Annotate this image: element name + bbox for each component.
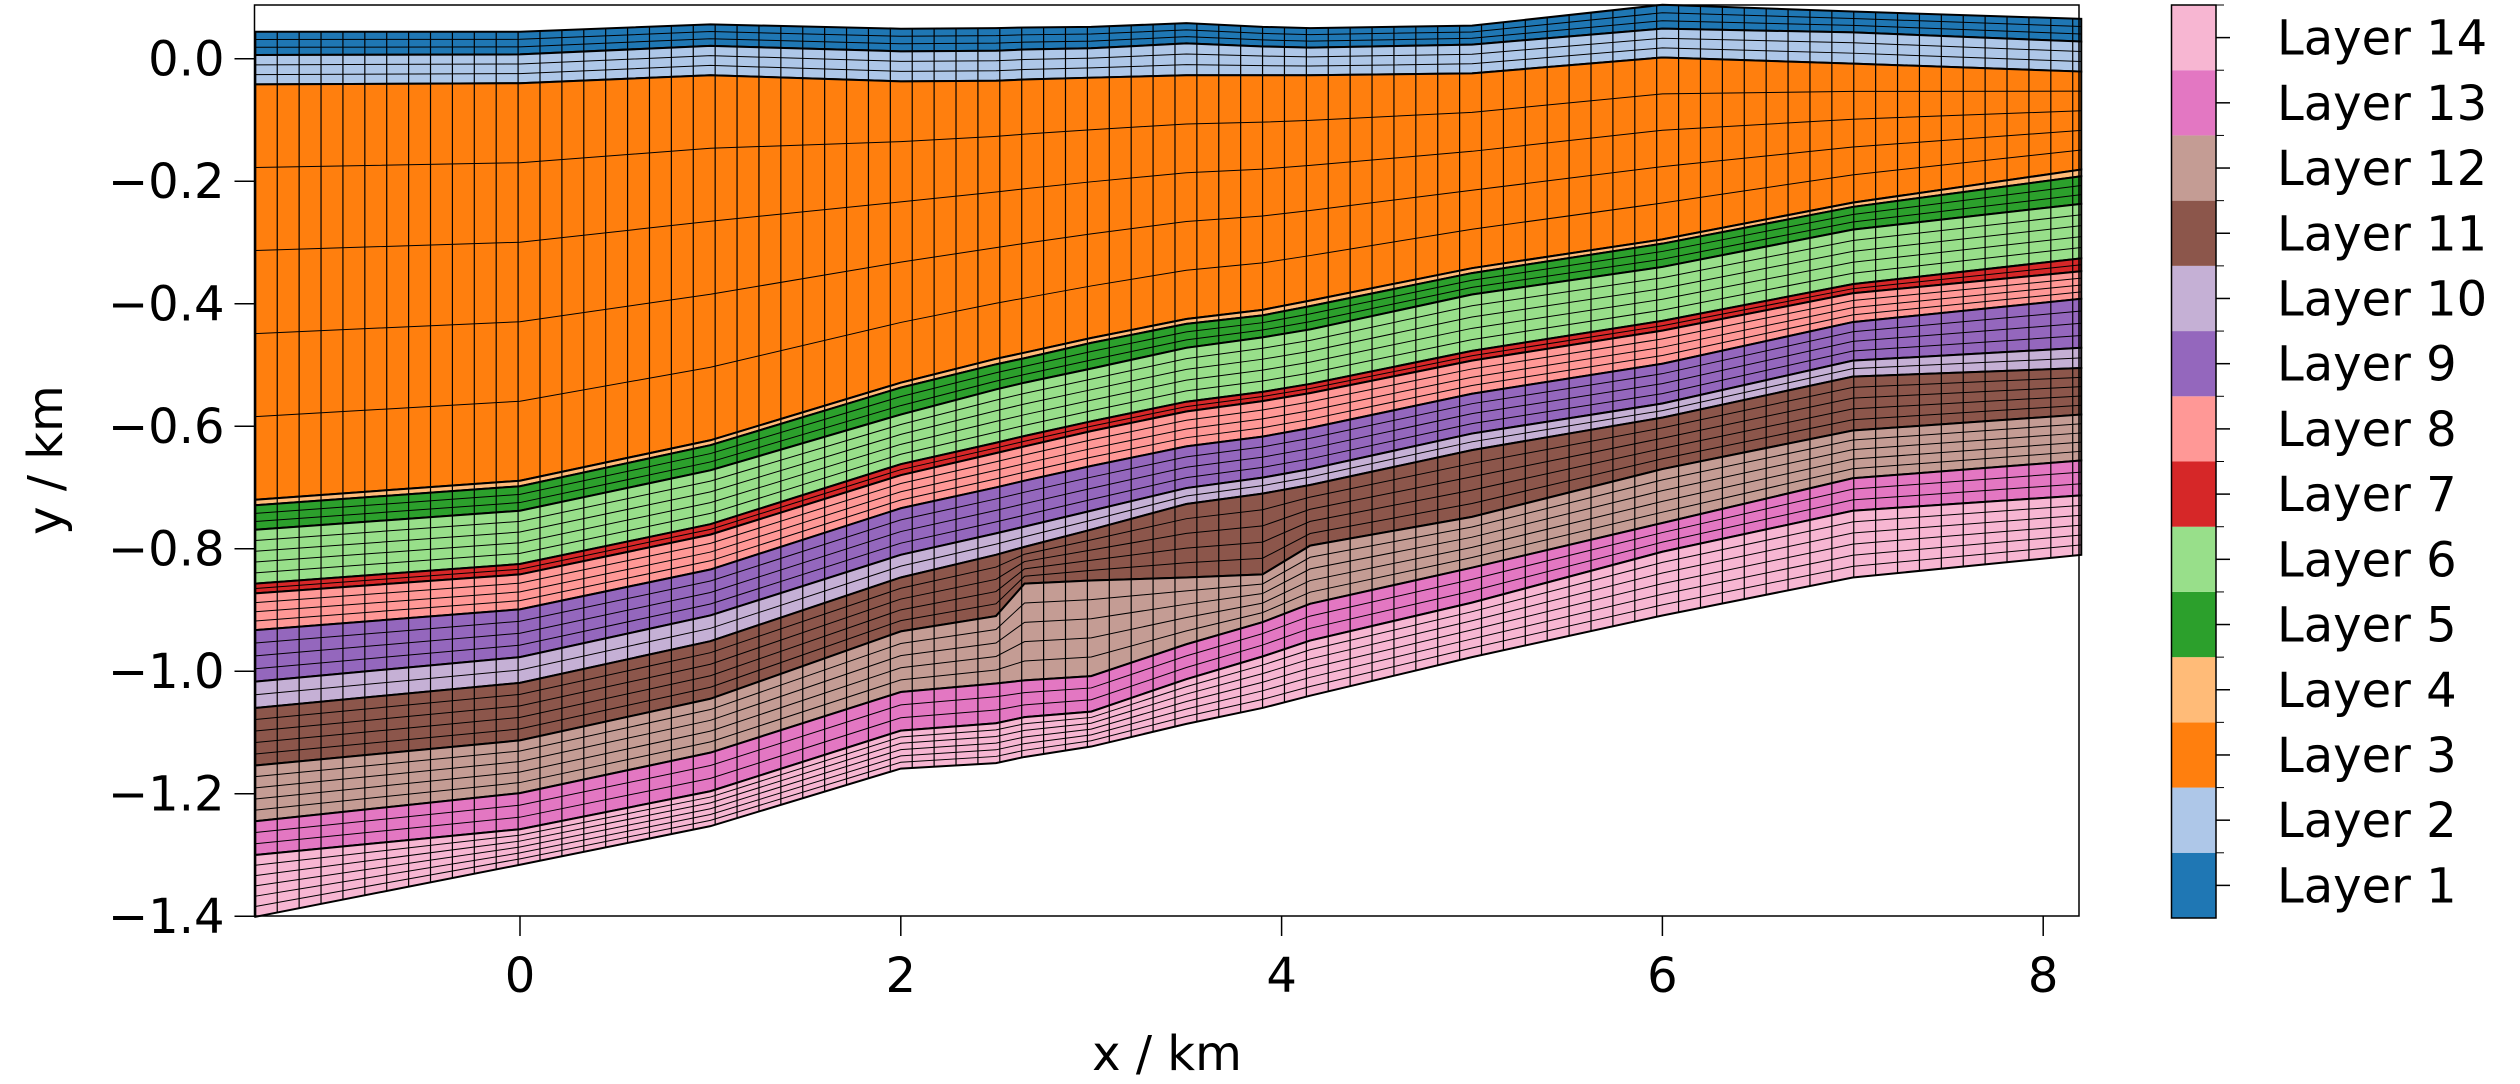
colorbar-swatch-layer-13 (2171, 70, 2216, 136)
y-tick-label: −0.8 (108, 522, 225, 578)
colorbar-swatch-layer-4 (2171, 657, 2216, 723)
colorbar-swatch-layer-5 (2171, 591, 2216, 658)
y-tick-label: −1.0 (108, 644, 225, 700)
plot-frame (253, 4, 2080, 917)
colorbar-label-layer-2: Layer 2 (2277, 793, 2457, 849)
mesh-row-line (255, 432, 2082, 789)
mesh-row-line (255, 20, 2082, 48)
x-axis-ticks: 0 2 4 6 8 (505, 916, 2059, 1004)
layer-colorbar-legend: Layer 1 Layer 2 Layer 3 Layer 4 Layer 5 Layer… (2170, 4, 2487, 919)
mesh-row-line (255, 246, 2082, 574)
mesh-row-line (255, 357, 2082, 696)
mesh-row-line (255, 524, 2082, 887)
mesh-row-line (255, 264, 2082, 590)
mesh-row-line (255, 441, 2082, 800)
colorbar-label-layer-9: Layer 9 (2277, 337, 2457, 393)
colorbar-swatch-layer-11 (2171, 200, 2216, 266)
colorbar-swatch-layer-12 (2171, 135, 2216, 201)
mesh-row-line (255, 310, 2082, 644)
colorbar-label-layer-11: Layer 11 (2277, 206, 2487, 262)
mesh-row-line (255, 47, 2082, 76)
mesh-row-line (255, 483, 2082, 845)
mesh-row-line (255, 386, 2082, 732)
mesh-row-line (255, 514, 2082, 877)
mesh-row-line (255, 184, 2082, 514)
y-tick-label: −1.4 (108, 889, 225, 945)
x-tick-label: 0 (505, 948, 536, 1004)
mesh-row-line (255, 194, 2082, 523)
mesh-row-line (255, 149, 2082, 418)
mesh-row-line (255, 404, 2082, 755)
colorbar-label-layer-8: Layer 8 (2277, 402, 2457, 458)
mesh-row-line (255, 504, 2082, 866)
layer-polygons (254, 3, 2083, 919)
mesh-row-line (255, 277, 2082, 604)
y-tick-label: −0.4 (108, 277, 225, 333)
colorbar-label-layer-10: Layer 10 (2277, 271, 2487, 327)
colorbar-swatch-layer-7 (2171, 461, 2216, 527)
mesh-row-line (255, 395, 2082, 743)
y-tick-label: 0.0 (148, 32, 224, 88)
colorbar-label-layer-12: Layer 12 (2277, 141, 2487, 197)
mesh-row-line (255, 284, 2082, 613)
y-axis-ticks: 0.0 −0.2 −0.4 −0.6 −0.8 −1.0 −1.2 −1.4 (108, 32, 255, 945)
mesh-row-line (255, 110, 2082, 252)
colorbar-swatch-layer-14 (2171, 5, 2216, 71)
colorbar-swatch-layer-6 (2171, 526, 2216, 592)
mesh-row-line (255, 37, 2082, 66)
x-tick-label: 8 (2028, 948, 2059, 1004)
mesh-row-line (255, 90, 2082, 168)
mesh-row-line (255, 12, 2082, 41)
colorbar-label-layer-4: Layer 4 (2277, 663, 2457, 719)
mesh-row-line (255, 471, 2082, 833)
x-tick-label: 4 (1266, 948, 1297, 1004)
mesh-row-line (255, 450, 2082, 811)
colorbar-swatch-layer-2 (2171, 787, 2216, 853)
x-tick-label: 2 (886, 948, 917, 1004)
mesh-row-line (255, 129, 2082, 335)
colorbar-label-layer-5: Layer 5 (2277, 598, 2457, 654)
mesh-row-line (255, 376, 2082, 720)
colorbar-label-layer-6: Layer 6 (2277, 532, 2457, 588)
colorbar-label-layer-14: Layer 14 (2277, 11, 2487, 67)
y-axis-label: y / km (18, 385, 74, 535)
y-tick-label: −0.2 (108, 154, 225, 210)
colorbar-label-layer-7: Layer 7 (2277, 467, 2457, 523)
colorbar-frame (2170, 4, 2217, 919)
mesh-row-line (255, 322, 2082, 657)
colorbar-swatch-layer-8 (2171, 396, 2216, 462)
mesh-row-line (255, 236, 2082, 563)
mesh-row-line (255, 534, 2082, 897)
colorbar-swatch-layer-1 (2171, 852, 2216, 918)
colorbar-swatch-layer-10 (2171, 265, 2216, 332)
y-tick-label: −0.6 (108, 399, 225, 455)
x-tick-label: 6 (1647, 948, 1678, 1004)
mesh-row-line (255, 544, 2082, 907)
mesh-row-line (255, 214, 2082, 541)
mesh-lines (255, 5, 2082, 913)
mesh-row-line (255, 335, 2082, 670)
colorbar-label-layer-1: Layer 1 (2277, 858, 2457, 914)
y-tick-label: −1.2 (108, 767, 225, 823)
mesh-row-line (255, 291, 2082, 622)
colorbar-swatch-layer-9 (2171, 331, 2216, 397)
layer-14-area (254, 494, 2083, 919)
colorbar-swatch-layer-3 (2171, 722, 2216, 788)
colorbar-label-layer-13: Layer 13 (2277, 76, 2487, 132)
mesh-row-line (255, 225, 2082, 552)
colorbar-label-layer-3: Layer 3 (2277, 728, 2457, 784)
mesh-row-line (255, 423, 2082, 778)
x-axis-label: x / km (1092, 1026, 1242, 1080)
